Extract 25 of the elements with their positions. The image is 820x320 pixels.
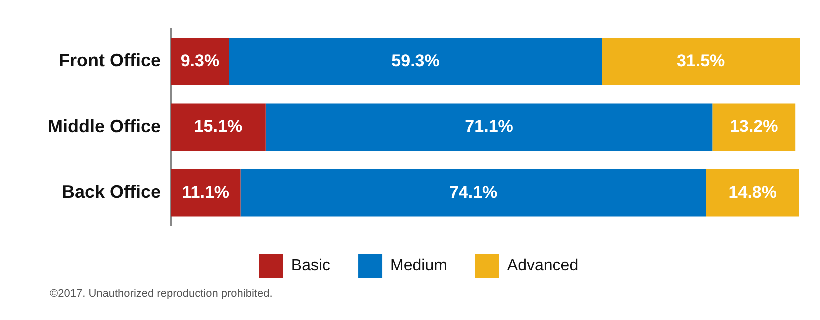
bar: [266, 104, 713, 152]
legend-label: Medium: [390, 257, 448, 274]
data-label: 9.3%: [180, 51, 220, 70]
legend-label: Basic: [291, 257, 331, 274]
bar: [706, 169, 800, 217]
data-label: 71.1%: [465, 117, 514, 136]
data-label: 14.8%: [728, 182, 777, 202]
legend-label: Advanced: [507, 257, 579, 274]
bar: [712, 104, 796, 152]
data-label: 15.1%: [194, 117, 243, 136]
y-tick-label: Front Office: [59, 50, 162, 71]
y-tick-label: Back Office: [62, 182, 162, 202]
data-label: 13.2%: [730, 117, 778, 136]
y-tick-label: Middle Office: [48, 116, 162, 136]
bar: [171, 104, 266, 152]
data-label: 59.3%: [392, 51, 440, 70]
data-label: 11.1%: [182, 182, 230, 202]
bar: [602, 38, 800, 86]
bar: [171, 169, 241, 217]
bar: [229, 38, 602, 86]
bar: [240, 169, 706, 217]
data-label: 31.5%: [676, 51, 726, 70]
data-label: 74.1%: [449, 182, 498, 202]
bar: [171, 38, 230, 86]
text: ©2017. Unauthorized reproduction prohibited.: [50, 288, 274, 300]
